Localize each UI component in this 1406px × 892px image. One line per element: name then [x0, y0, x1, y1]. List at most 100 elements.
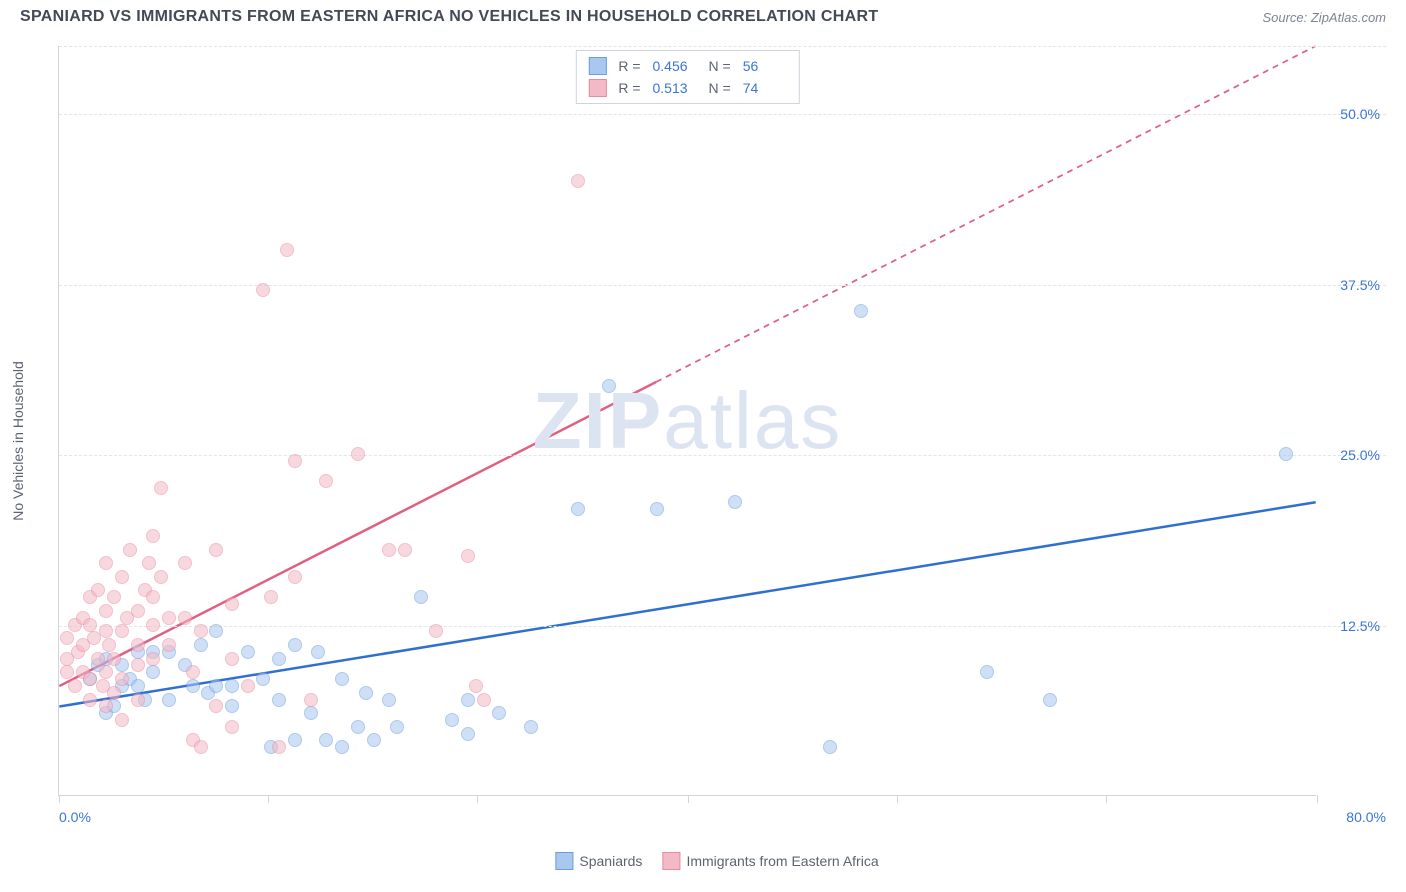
- chart-title: SPANIARD VS IMMIGRANTS FROM EASTERN AFRI…: [20, 8, 878, 26]
- data-point: [99, 604, 113, 618]
- data-point: [728, 495, 742, 509]
- r-label: R =: [618, 58, 640, 74]
- data-point: [115, 624, 129, 638]
- data-point: [264, 590, 278, 604]
- data-point: [319, 733, 333, 747]
- data-point: [178, 611, 192, 625]
- data-point: [225, 720, 239, 734]
- data-point: [146, 665, 160, 679]
- data-point: [335, 740, 349, 754]
- n-value: 74: [743, 80, 787, 96]
- data-point: [115, 713, 129, 727]
- data-point: [414, 590, 428, 604]
- data-point: [272, 693, 286, 707]
- data-point: [194, 624, 208, 638]
- data-point: [571, 502, 585, 516]
- data-point: [288, 638, 302, 652]
- data-point: [304, 706, 318, 720]
- data-point: [382, 693, 396, 707]
- data-point: [209, 543, 223, 557]
- data-point: [60, 665, 74, 679]
- data-point: [335, 672, 349, 686]
- data-point: [142, 556, 156, 570]
- gridline: [59, 46, 1386, 47]
- x-tick: [688, 795, 689, 803]
- y-tick-label: 37.5%: [1340, 277, 1380, 293]
- series-legend: SpaniardsImmigrants from Eastern Africa: [555, 852, 878, 870]
- data-point: [131, 658, 145, 672]
- x-tick: [268, 795, 269, 803]
- stats-legend-row: R =0.456N =56: [588, 55, 786, 77]
- legend-swatch: [588, 57, 606, 75]
- data-point: [650, 502, 664, 516]
- source-attribution: Source: ZipAtlas.com: [1262, 10, 1386, 25]
- data-point: [823, 740, 837, 754]
- data-point: [99, 556, 113, 570]
- x-tick: [897, 795, 898, 803]
- data-point: [492, 706, 506, 720]
- r-value: 0.513: [653, 80, 697, 96]
- data-point: [146, 652, 160, 666]
- data-point: [225, 679, 239, 693]
- data-point: [146, 590, 160, 604]
- data-point: [115, 570, 129, 584]
- data-point: [272, 652, 286, 666]
- data-point: [980, 665, 994, 679]
- data-point: [131, 638, 145, 652]
- data-point: [99, 624, 113, 638]
- data-point: [194, 740, 208, 754]
- gridline: [59, 626, 1386, 627]
- data-point: [131, 604, 145, 618]
- data-point: [68, 679, 82, 693]
- y-axis-title: No Vehicles in Household: [10, 361, 26, 521]
- data-point: [209, 679, 223, 693]
- chart-container: No Vehicles in Household ZIPatlas R =0.4…: [48, 46, 1386, 836]
- data-point: [178, 556, 192, 570]
- data-point: [311, 645, 325, 659]
- data-point: [477, 693, 491, 707]
- data-point: [131, 679, 145, 693]
- data-point: [256, 283, 270, 297]
- stats-legend-row: R =0.513N =74: [588, 77, 786, 99]
- legend-swatch: [662, 852, 680, 870]
- data-point: [107, 686, 121, 700]
- data-point: [461, 693, 475, 707]
- r-value: 0.456: [653, 58, 697, 74]
- x-tick: [1106, 795, 1107, 803]
- data-point: [351, 447, 365, 461]
- x-tick: [477, 795, 478, 803]
- data-point: [162, 638, 176, 652]
- data-point: [162, 611, 176, 625]
- data-point: [1043, 693, 1057, 707]
- data-point: [107, 590, 121, 604]
- data-point: [288, 454, 302, 468]
- data-point: [304, 693, 318, 707]
- trend-line: [59, 502, 1315, 706]
- data-point: [429, 624, 443, 638]
- data-point: [571, 174, 585, 188]
- y-tick-label: 12.5%: [1340, 618, 1380, 634]
- legend-label: Immigrants from Eastern Africa: [686, 853, 878, 869]
- data-point: [280, 243, 294, 257]
- data-point: [469, 679, 483, 693]
- x-tick: [59, 795, 60, 803]
- data-point: [131, 693, 145, 707]
- gridline: [59, 114, 1386, 115]
- data-point: [524, 720, 538, 734]
- data-point: [91, 652, 105, 666]
- data-point: [398, 543, 412, 557]
- data-point: [461, 727, 475, 741]
- data-point: [186, 679, 200, 693]
- data-point: [115, 672, 129, 686]
- data-point: [186, 665, 200, 679]
- y-tick-label: 50.0%: [1340, 106, 1380, 122]
- data-point: [209, 624, 223, 638]
- data-point: [367, 733, 381, 747]
- data-point: [390, 720, 404, 734]
- data-point: [445, 713, 459, 727]
- r-label: R =: [618, 80, 640, 96]
- x-tick: [1317, 795, 1318, 803]
- n-label: N =: [709, 58, 731, 74]
- data-point: [241, 679, 255, 693]
- data-point: [209, 699, 223, 713]
